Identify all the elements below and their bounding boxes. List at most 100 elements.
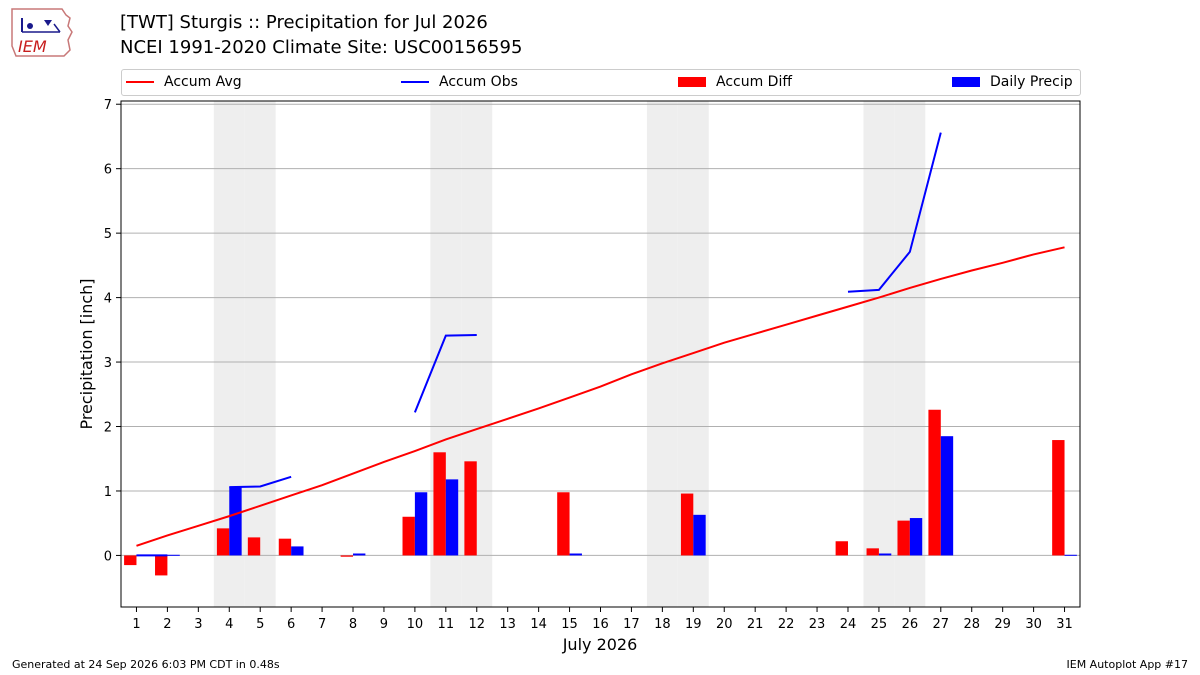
diff-bar-day-26 <box>897 520 910 556</box>
daily-bar-day-4 <box>229 487 242 556</box>
y-tick-label-4: 4 <box>104 292 112 307</box>
x-tick-label-18: 18 <box>654 617 671 632</box>
diff-bar-day-12 <box>464 461 477 556</box>
daily-bar-day-11 <box>445 479 459 556</box>
accum-avg-line-seg-0 <box>136 246 1065 547</box>
daily-bar-day-2 <box>167 554 180 556</box>
x-tick-label-19: 19 <box>685 617 702 632</box>
x-tick-label-27: 27 <box>933 617 950 632</box>
diff-bar-day-31 <box>1052 440 1065 556</box>
daily-bar-day-26 <box>909 518 923 556</box>
shade-day-25 <box>863 101 895 607</box>
daily-bar-day-8 <box>353 553 366 556</box>
y-axis-ticks: 0 1 2 3 4 5 6 7 <box>104 98 121 564</box>
x-tick-label-23: 23 <box>809 617 826 632</box>
x-tick-label-22: 22 <box>778 617 795 632</box>
iem-logo: IEM <box>8 6 78 58</box>
y-tick-label-0: 0 <box>104 549 112 564</box>
chart-legend: Accum Avg Accum Obs Accum Diff Daily Pre… <box>121 69 1081 96</box>
diff-bar-day-11 <box>433 452 446 556</box>
legend-item-accum-obs: Accum Obs <box>401 73 518 91</box>
legend-item-accum-diff: Accum Diff <box>678 73 792 91</box>
diff-bar-day-27 <box>928 409 941 556</box>
legend-swatch-daily-precip <box>952 77 980 87</box>
x-tick-label-20: 20 <box>716 617 733 632</box>
x-tick-label-29: 29 <box>994 617 1011 632</box>
diff-bar-day-6 <box>278 538 292 556</box>
legend-item-daily-precip: Daily Precip <box>952 73 1073 91</box>
chart-subtitle: NCEI 1991-2020 Climate Site: USC00156595 <box>120 37 523 58</box>
diff-bar-day-5 <box>247 537 261 556</box>
y-tick-label-1: 1 <box>104 485 112 500</box>
x-tick-label-26: 26 <box>902 617 919 632</box>
x-tick-label-28: 28 <box>963 617 980 632</box>
y-tick-label-3: 3 <box>104 356 112 371</box>
legend-label-accum-diff: Accum Diff <box>716 74 793 90</box>
x-tick-label-3: 3 <box>194 617 202 632</box>
x-tick-label-7: 7 <box>318 617 326 632</box>
legend-swatch-accum-obs <box>401 81 429 83</box>
footer-generated: Generated at 24 Sep 2026 6:03 PM CDT in … <box>12 658 280 671</box>
daily-bar-day-31 <box>1064 554 1077 556</box>
x-tick-label-21: 21 <box>747 617 764 632</box>
legend-label-accum-avg: Accum Avg <box>164 74 242 90</box>
diff-bar-day-10 <box>402 516 415 556</box>
daily-bar-day-6 <box>291 546 304 556</box>
x-tick-label-9: 9 <box>380 617 388 632</box>
diff-bar-day-24 <box>835 541 848 556</box>
diff-bar-day-2 <box>155 555 168 576</box>
diff-bar-day-1 <box>124 555 137 566</box>
diff-bar-day-4 <box>216 528 230 556</box>
y-tick-label-6: 6 <box>104 163 112 178</box>
daily-bar-day-15 <box>569 553 582 556</box>
legend-label-accum-obs: Accum Obs <box>439 74 518 90</box>
y-tick-label-2: 2 <box>104 421 112 436</box>
footer-app-id: IEM Autoplot App #17 <box>1066 658 1189 671</box>
x-tick-label-6: 6 <box>287 617 295 632</box>
daily-bar-day-25 <box>878 553 892 556</box>
legend-swatch-accum-diff <box>678 77 706 87</box>
accum-obs-line-seg-2 <box>413 333 477 413</box>
x-tick-label-15: 15 <box>561 617 578 632</box>
diff-bar-day-19 <box>680 493 694 556</box>
x-tick-label-14: 14 <box>530 617 547 632</box>
line-series <box>136 132 1065 557</box>
x-tick-label-5: 5 <box>256 617 264 632</box>
accum-obs-line-seg-1 <box>229 475 292 489</box>
legend-item-accum-avg: Accum Avg <box>126 73 242 91</box>
legend-label-daily-precip: Daily Precip <box>990 74 1073 90</box>
x-axis-label: July 2026 <box>562 635 638 654</box>
accum-obs-line-seg-3 <box>847 132 942 293</box>
x-axis-ticks: 1 2 3 4 5 6 7 8 9 10 11 12 13 14 15 16 17 18 19 20 21 22 23 24 2… <box>132 607 1073 632</box>
x-tick-label-13: 13 <box>499 617 516 632</box>
chart-title: [TWT] Sturgis :: Precipitation for Jul 2… <box>120 12 488 33</box>
shade-day-5 <box>244 101 276 607</box>
x-tick-label-17: 17 <box>623 617 640 632</box>
shade-day-18 <box>646 101 678 607</box>
x-tick-label-12: 12 <box>468 617 485 632</box>
legend-swatch-accum-avg <box>126 81 154 83</box>
y-tick-label-7: 7 <box>104 98 112 113</box>
x-tick-label-4: 4 <box>225 617 233 632</box>
daily-bar-day-19 <box>693 514 706 556</box>
x-tick-label-16: 16 <box>592 617 609 632</box>
daily-bar-day-27 <box>940 436 954 556</box>
x-tick-label-1: 1 <box>132 617 140 632</box>
x-tick-label-31: 31 <box>1056 617 1073 632</box>
y-axis-label: Precipitation [inch] <box>77 278 96 429</box>
x-tick-label-2: 2 <box>163 617 171 632</box>
daily-bar-day-10 <box>414 492 428 556</box>
diff-bar-day-25 <box>866 548 879 556</box>
x-tick-label-10: 10 <box>407 617 424 632</box>
y-tick-label-5: 5 <box>104 227 112 242</box>
x-tick-label-11: 11 <box>438 617 455 632</box>
x-tick-label-8: 8 <box>349 617 357 632</box>
diff-bar-day-15 <box>557 492 570 556</box>
x-tick-label-25: 25 <box>871 617 888 632</box>
x-tick-label-24: 24 <box>840 617 857 632</box>
logo-text: IEM <box>18 37 47 56</box>
x-tick-label-30: 30 <box>1025 617 1042 632</box>
diff-bar-day-8 <box>340 555 354 557</box>
bar-series <box>124 409 1077 576</box>
